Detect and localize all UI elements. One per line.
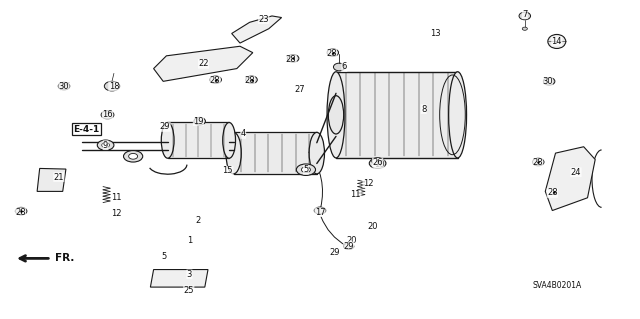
Ellipse shape [374, 161, 381, 166]
Text: 11: 11 [111, 193, 122, 202]
Ellipse shape [301, 167, 310, 173]
Text: 27: 27 [294, 85, 305, 94]
Text: 28: 28 [15, 208, 26, 217]
Text: 28: 28 [326, 49, 337, 58]
Ellipse shape [97, 140, 114, 150]
Text: 16: 16 [102, 110, 113, 119]
Text: 30: 30 [542, 77, 552, 86]
FancyArrowPatch shape [309, 152, 323, 208]
Text: 22: 22 [198, 59, 209, 68]
Polygon shape [545, 147, 595, 211]
Ellipse shape [287, 55, 299, 62]
Ellipse shape [548, 188, 559, 196]
Text: 12: 12 [363, 179, 373, 188]
Text: 28: 28 [547, 189, 557, 197]
Text: 7: 7 [522, 10, 527, 19]
Text: 28: 28 [286, 55, 296, 63]
Ellipse shape [548, 34, 566, 48]
Ellipse shape [449, 72, 467, 158]
Text: 4: 4 [241, 130, 246, 138]
Ellipse shape [101, 111, 114, 119]
Ellipse shape [104, 81, 120, 91]
Ellipse shape [58, 82, 70, 90]
Ellipse shape [296, 164, 316, 175]
Ellipse shape [333, 63, 345, 71]
Text: 15: 15 [223, 166, 233, 175]
Ellipse shape [246, 76, 257, 84]
FancyArrowPatch shape [321, 217, 346, 246]
Ellipse shape [519, 12, 531, 20]
Ellipse shape [15, 207, 27, 215]
Text: 26: 26 [372, 158, 383, 167]
Text: 17: 17 [315, 208, 325, 217]
Ellipse shape [369, 158, 386, 168]
Ellipse shape [328, 96, 344, 134]
Ellipse shape [309, 132, 324, 174]
Text: 29: 29 [160, 122, 170, 131]
Polygon shape [37, 168, 66, 191]
Text: 6: 6 [342, 63, 347, 71]
Ellipse shape [129, 153, 138, 159]
Text: 23: 23 [259, 15, 269, 24]
Ellipse shape [372, 158, 383, 165]
Text: 8: 8 [421, 105, 426, 114]
Text: SVA4B0201A: SVA4B0201A [532, 281, 581, 290]
Ellipse shape [161, 122, 174, 158]
Text: 20: 20 [347, 236, 357, 245]
Ellipse shape [102, 143, 109, 148]
Text: 5: 5 [162, 252, 167, 261]
Text: 28: 28 [244, 76, 255, 85]
Text: 29: 29 [344, 242, 354, 251]
Ellipse shape [543, 78, 555, 85]
Polygon shape [232, 16, 282, 43]
Ellipse shape [223, 122, 236, 158]
Text: 25: 25 [184, 286, 194, 295]
Polygon shape [150, 270, 208, 287]
Ellipse shape [327, 49, 339, 56]
Ellipse shape [314, 207, 326, 214]
Text: 28: 28 [210, 76, 220, 85]
Text: 9: 9 [103, 141, 108, 150]
Ellipse shape [226, 132, 241, 174]
Text: 21: 21 [54, 173, 64, 182]
Ellipse shape [124, 151, 143, 162]
Ellipse shape [532, 158, 544, 166]
Text: FR.: FR. [55, 253, 74, 263]
Text: 5: 5 [303, 165, 308, 174]
Text: 12: 12 [111, 209, 122, 218]
Text: 11: 11 [351, 190, 361, 199]
Text: 24: 24 [571, 168, 581, 177]
Polygon shape [154, 46, 253, 81]
Text: 2: 2 [196, 216, 201, 225]
Ellipse shape [210, 76, 221, 84]
Text: 1: 1 [187, 236, 192, 245]
Ellipse shape [344, 243, 354, 249]
Text: 13: 13 [430, 29, 440, 38]
Text: 19: 19 [193, 117, 204, 126]
Text: 30: 30 [59, 82, 69, 91]
Text: 14: 14 [552, 37, 562, 46]
Text: 20: 20 [368, 222, 378, 231]
Text: 3: 3 [187, 270, 192, 279]
Ellipse shape [194, 117, 205, 125]
Ellipse shape [42, 175, 54, 185]
Ellipse shape [327, 72, 345, 158]
Text: 28: 28 [532, 158, 543, 167]
Text: 10: 10 [374, 160, 384, 169]
Text: 29: 29 [330, 248, 340, 257]
Text: E-4-1: E-4-1 [73, 125, 100, 134]
Ellipse shape [522, 27, 527, 30]
Text: 18: 18 [109, 82, 119, 91]
